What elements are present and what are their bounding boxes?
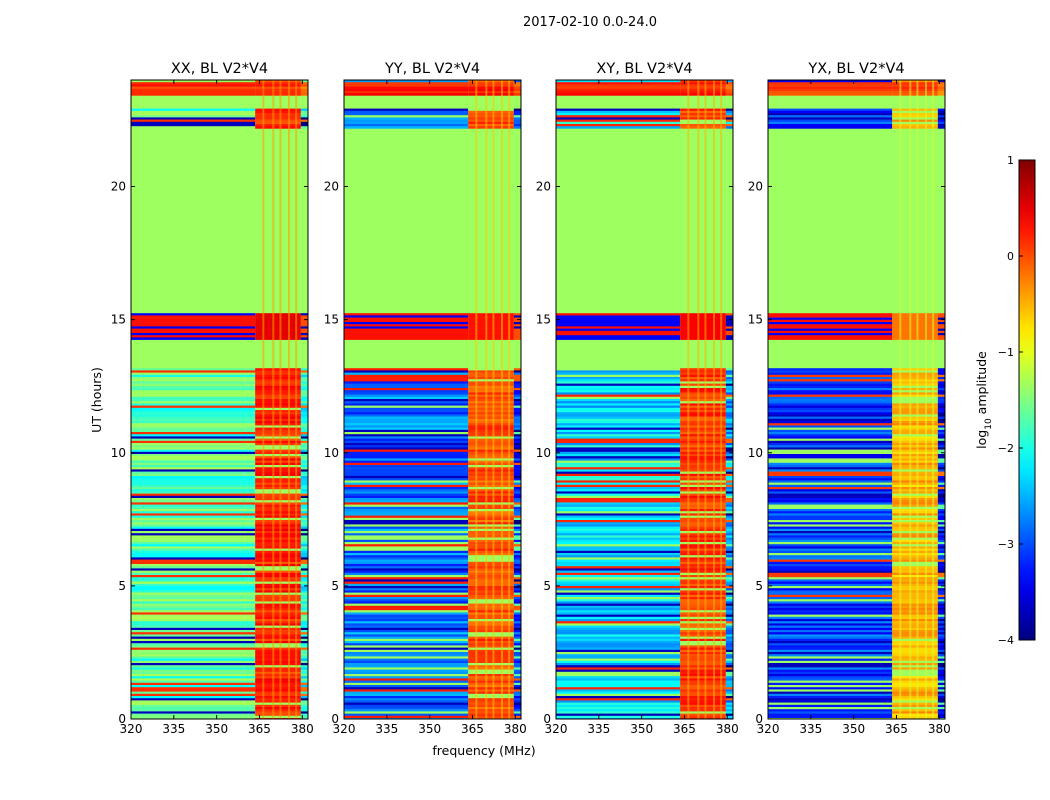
colorbar: −4 −3 −2 −1 0 1 log10 amplitude	[974, 154, 1036, 647]
x-tick-label: 365	[461, 722, 484, 736]
x-tick-label: 335	[375, 722, 398, 736]
x-tick-label: 365	[248, 722, 271, 736]
y-tick-label: 0	[755, 712, 763, 726]
panel-title: YY, BL V2*V4	[384, 61, 480, 77]
panel-2: XY, BL V2*V4 320 335 350 365 380 0 5 10 15 20	[536, 61, 739, 736]
y-tick-label: 20	[111, 180, 126, 194]
y-tick-label: 0	[331, 712, 339, 726]
colorbar-label: log10 amplitude	[974, 351, 994, 449]
x-tick-label: 350	[205, 722, 228, 736]
y-tick-label: 15	[111, 313, 126, 327]
panel-image-2	[556, 80, 733, 719]
y-tick-label: 15	[748, 313, 763, 327]
panel-1: YY, BL V2*V4 320 335 350 365 380 0 5 10 15 20	[324, 61, 527, 736]
y-tick-label: 5	[118, 579, 126, 593]
y-tick-label: 15	[324, 313, 339, 327]
x-tick-label: 380	[291, 722, 314, 736]
colorbar-tick-label: −2	[998, 442, 1014, 455]
y-tick-label: 10	[536, 446, 551, 460]
y-tick-label: 0	[543, 712, 551, 726]
x-tick-label: 335	[587, 722, 610, 736]
panel-0: XX, BL V2*V4 320 335 350 365 380 0 5 10 15 20	[111, 61, 314, 736]
x-tick-label: 320	[757, 722, 780, 736]
colorbar-tick-label: −1	[998, 346, 1014, 359]
panel-frame	[343, 79, 522, 720]
y-tick-label: 15	[536, 313, 551, 327]
x-tick-label: 380	[928, 722, 951, 736]
y-tick-label: 20	[748, 180, 763, 194]
y-tick-label: 5	[755, 579, 763, 593]
y-axis-label: UT (hours)	[89, 367, 104, 433]
y-tick-label: 20	[536, 180, 551, 194]
colorbar-tick-label: 1	[1007, 154, 1014, 167]
colorbar-tick-label: −3	[998, 538, 1014, 551]
panel-frame	[767, 79, 946, 720]
panel-frame	[130, 79, 309, 720]
x-tick-label: 380	[716, 722, 739, 736]
x-tick-label: 335	[799, 722, 822, 736]
y-tick-label: 10	[324, 446, 339, 460]
panel-title: XY, BL V2*V4	[596, 61, 692, 77]
colorbar-tick-label: 0	[1007, 250, 1014, 263]
x-tick-label: 335	[162, 722, 185, 736]
y-tick-label: 5	[331, 579, 339, 593]
x-tick-label: 320	[333, 722, 356, 736]
x-tick-label: 380	[504, 722, 527, 736]
x-tick-label: 320	[545, 722, 568, 736]
panel-title: XX, BL V2*V4	[171, 61, 268, 77]
y-tick-label: 5	[543, 579, 551, 593]
colorbar-gradient	[1018, 159, 1036, 641]
x-tick-label: 350	[842, 722, 865, 736]
x-tick-label: 320	[120, 722, 143, 736]
panel-image-1	[344, 80, 521, 719]
y-tick-label: 10	[748, 446, 763, 460]
y-tick-label: 20	[324, 180, 339, 194]
x-tick-label: 365	[673, 722, 696, 736]
y-tick-label: 0	[118, 712, 126, 726]
x-axis-label: frequency (MHz)	[432, 743, 535, 758]
panel-image-0	[131, 80, 308, 719]
suptitle: 2017-02-10 0.0-24.0	[523, 15, 657, 30]
colorbar-tick-label: −4	[998, 634, 1014, 647]
panel-3: YX, BL V2*V4 320 335 350 365 380 0 5 10 15 20	[748, 61, 951, 736]
y-tick-label: 10	[111, 446, 126, 460]
panel-frame	[555, 79, 734, 720]
x-tick-label: 365	[885, 722, 908, 736]
x-tick-label: 350	[418, 722, 441, 736]
panel-image-3	[768, 80, 945, 719]
panel-title: YX, BL V2*V4	[807, 61, 904, 77]
x-tick-label: 350	[630, 722, 653, 736]
